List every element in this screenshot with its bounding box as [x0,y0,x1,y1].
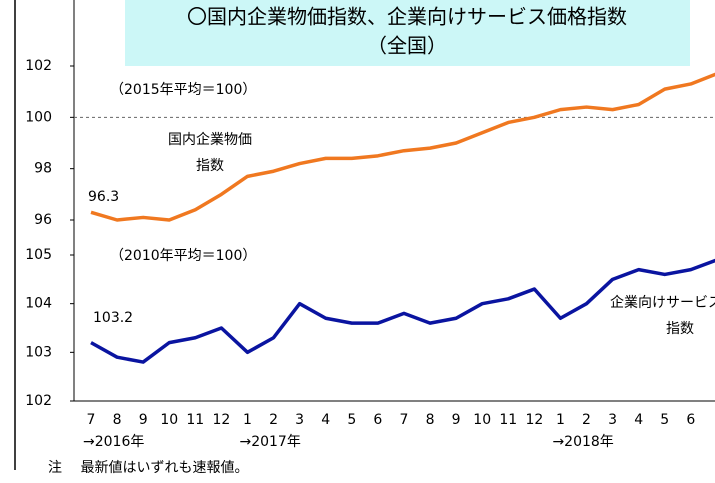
y-tick-label: 102 [25,393,52,409]
x-tick-label: 6 [373,412,382,428]
y-tick-label: 104 [25,296,52,312]
x-tick-label: 1 [556,412,565,428]
x-tick-label: 3 [608,412,617,428]
chart-subtitle: （全国） [367,34,447,58]
note: 注 最新値はいずれも速報値。 [48,460,248,476]
y-tick-label: 100 [25,109,52,125]
x-tick-label: 8 [426,412,435,428]
y-tick-label: 103 [25,344,52,360]
x-tick-label: 4 [321,412,330,428]
x-tick-label: 12 [525,412,543,428]
y-tick-label: 105 [25,247,52,263]
x-tick-label: 4 [634,412,643,428]
x-tick-label: 9 [452,412,461,428]
x-tick-label: 11 [499,412,517,428]
y-tick-label: 98 [34,161,52,177]
base-note: （2010年平均＝100） [110,248,256,264]
x-tick-label: 7 [399,412,408,428]
series-label: 指数 [196,158,224,174]
x-tick-label: 3 [295,412,304,428]
line-series [90,258,715,364]
x-tick-label: 8 [113,412,122,428]
y-tick-label: 102 [25,58,52,74]
data-label: 96.3 [88,189,119,205]
x-tick-label: 11 [186,412,204,428]
x-tick-label: 1 [243,412,252,428]
series-label: 国内企業物価 [168,131,252,148]
x-tick-label: 12 [212,412,230,428]
x-tick-label: 2 [269,412,278,428]
chart-title: 〇国内企業物価指数、企業向けサービス価格指数 [187,5,627,29]
x-tick-label: 6 [686,412,695,428]
year-label: →2016年 [83,434,144,450]
x-tick-label: 5 [347,412,356,428]
data-label: 103.2 [93,310,133,326]
title-box [125,0,690,66]
x-tick-label: 7 [87,412,96,428]
year-label: →2017年 [239,434,300,450]
x-tick-label: 5 [660,412,669,428]
series-label: 企業向けサービス価格 [610,294,715,311]
x-tick-label: 9 [139,412,148,428]
y-tick-label: 96 [34,212,52,228]
x-tick-label: 10 [160,412,178,428]
x-tick-label: 2 [582,412,591,428]
line-series [90,72,715,222]
base-note: （2015年平均＝100） [110,82,256,98]
series-label: 指数 [666,321,694,337]
year-label: →2018年 [552,434,613,450]
x-tick-label: 10 [473,412,491,428]
